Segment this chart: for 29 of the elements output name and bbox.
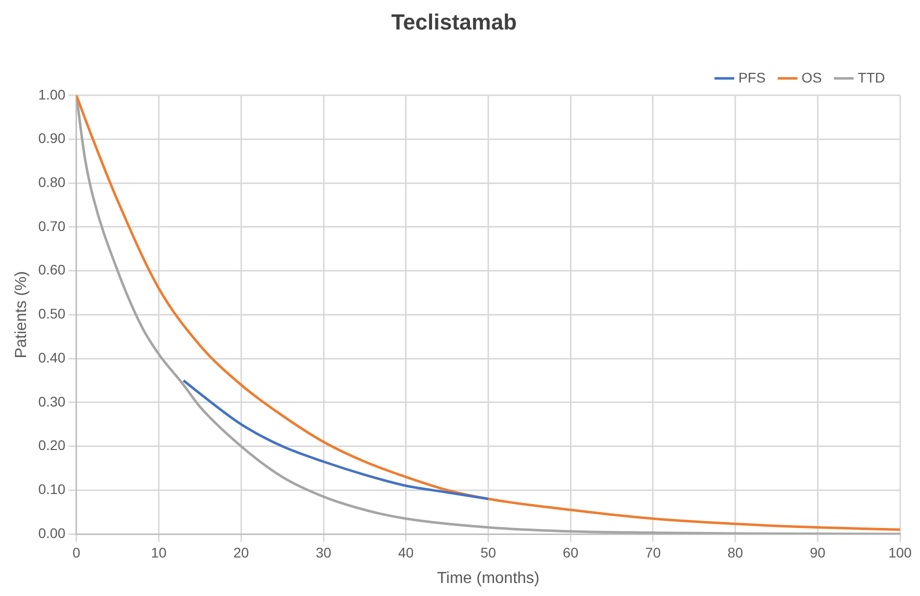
- y-tick-label: 0.00: [38, 524, 66, 541]
- y-tick-label: 0.10: [38, 481, 66, 497]
- legend-label: OS: [802, 69, 822, 86]
- x-tick-label: 0: [72, 544, 81, 560]
- y-tick-label: 0.90: [38, 130, 66, 146]
- line-series: [182, 379, 490, 500]
- x-tick-label: 20: [233, 544, 250, 560]
- x-tick-label: 10: [151, 544, 167, 560]
- x-tick-label: 80: [728, 544, 744, 560]
- x-tick-label: 60: [562, 544, 579, 560]
- x-axis-title: Time (months): [436, 570, 540, 587]
- x-tick-label: 100: [888, 544, 912, 560]
- y-tick-label: 1.00: [38, 86, 66, 102]
- x-tick-label: 50: [480, 544, 496, 560]
- y-tick-label: 0.80: [38, 174, 66, 190]
- legend-label: TTD: [858, 69, 886, 86]
- y-tick-label: 0.50: [38, 306, 66, 322]
- chart-title: Teclistamab: [391, 9, 517, 34]
- y-axis-title: Patients (%): [13, 271, 30, 358]
- x-tick-label: 40: [398, 544, 414, 560]
- x-tick-label: 70: [645, 544, 661, 560]
- legend-label: PFS: [738, 69, 766, 86]
- y-tick-label: 0.20: [38, 437, 66, 454]
- y-tick-label: 0.40: [38, 349, 66, 366]
- y-tick-label: 0.30: [38, 393, 66, 410]
- x-tick-label: 30: [316, 544, 332, 560]
- x-tick-label: 90: [810, 544, 826, 560]
- y-tick-label: 0.60: [38, 262, 66, 278]
- y-tick-label: 0.70: [38, 218, 66, 234]
